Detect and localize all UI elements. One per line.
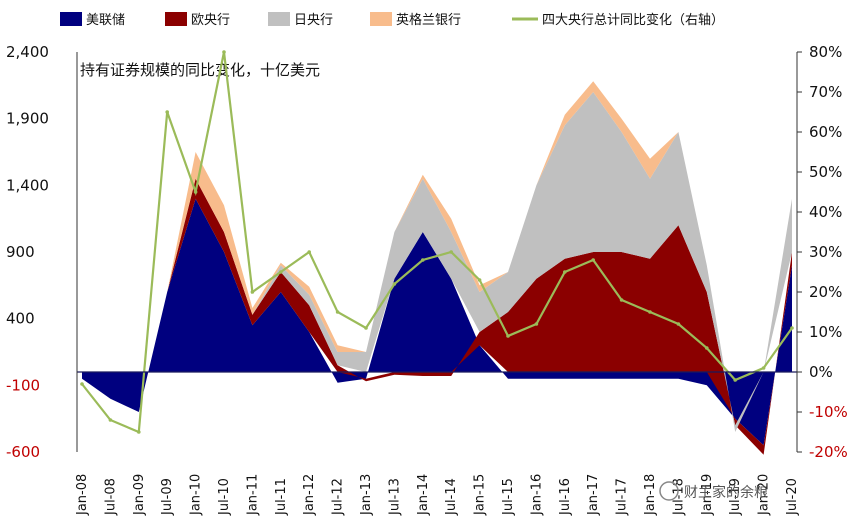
line-point-12 — [421, 258, 425, 262]
x-tick-label-13: Jul-14 — [444, 478, 459, 516]
line-point-0 — [80, 382, 84, 386]
legend-swatch-2 — [268, 12, 290, 26]
right-tick-label-4: 40% — [809, 203, 842, 221]
right-tick-label-5: 30% — [809, 243, 842, 261]
x-tick-label-23: Jul-19 — [728, 478, 743, 516]
right-tick-label-0: 80% — [809, 43, 842, 61]
x-tick-label-21: Jul-18 — [671, 478, 686, 516]
legend-swatch-1 — [165, 12, 187, 26]
left-tick-label-6: -600 — [6, 443, 40, 461]
area-series-2 — [82, 92, 792, 432]
area-series-0 — [82, 198, 792, 446]
x-tick-label-8: Jan-12 — [302, 474, 317, 516]
line-point-25 — [790, 326, 794, 330]
legend-label-2: 日央行 — [294, 13, 333, 28]
line-point-18 — [591, 258, 595, 262]
left-tick-label-4: 400 — [6, 310, 35, 328]
line-point-15 — [506, 334, 510, 338]
line-point-9 — [335, 310, 340, 314]
line-point-21 — [676, 322, 681, 326]
left-axis: 2,400 1,900 1,400 900 400 -100 -600 — [6, 43, 78, 461]
x-tick-label-20: Jan-18 — [643, 474, 658, 516]
line-point-7 — [279, 270, 283, 274]
right-tick-label-10: -20% — [809, 443, 848, 461]
right-tick-label-7: 10% — [809, 323, 842, 341]
line-series-yoy — [81, 51, 793, 434]
x-tick-label-10: Jan-13 — [359, 474, 374, 516]
right-tick-label-2: 60% — [809, 123, 842, 141]
right-tick-label-9: -10% — [809, 403, 848, 421]
x-tick-label-1: Jul-08 — [103, 478, 118, 516]
x-tick-label-9: Jul-12 — [331, 478, 346, 516]
right-tick-label-3: 50% — [809, 163, 842, 181]
legend-label-0: 美联储 — [86, 13, 125, 28]
chart-annotation: 持有证券规模的同比变化，十亿美元 — [80, 61, 320, 79]
x-tick-label-22: Jan-19 — [700, 474, 715, 516]
x-tick-label-0: Jan-08 — [75, 474, 90, 516]
x-tick-label-12: Jan-14 — [416, 474, 431, 516]
right-axis: 80% 70% 60% 50% 40% 30% 20% 10% 0% -10% -20% — [796, 43, 848, 461]
x-tick-label-15: Jul-15 — [501, 478, 516, 516]
line-point-22 — [705, 346, 709, 350]
x-axis: Jan-08 Jul-08 Jan-09 Jul-09 Jan-10 Jul-10 Jan-… — [75, 474, 800, 516]
watermark: 财主家的余粮 — [659, 481, 768, 501]
x-tick-label-7: Jul-11 — [274, 478, 289, 516]
wechat-icon — [659, 481, 679, 501]
legend-label-3: 英格兰银行 — [396, 12, 461, 28]
line-point-6 — [250, 290, 255, 294]
legend-label-4: 四大央行总计同比变化（右轴） — [542, 12, 724, 28]
x-tick-label-16: Jan-16 — [529, 474, 544, 516]
watermark-text: 财主家的余粮 — [684, 484, 768, 501]
x-tick-label-18: Jan-17 — [586, 474, 601, 516]
x-tick-label-6: Jan-11 — [245, 474, 260, 516]
stacked-area-series — [82, 81, 792, 455]
line-point-11 — [392, 282, 397, 286]
left-tick-label-1: 1,900 — [6, 110, 49, 128]
yoy-line-series — [80, 50, 794, 434]
area-series-3 — [82, 81, 792, 373]
right-tick-label-8: 0% — [809, 363, 833, 381]
right-tick-label-1: 70% — [809, 83, 842, 101]
line-point-23 — [733, 378, 737, 382]
line-point-2 — [137, 430, 141, 434]
line-point-20 — [648, 310, 652, 314]
line-point-1 — [108, 418, 113, 422]
line-point-19 — [619, 298, 624, 302]
line-point-10 — [364, 326, 368, 330]
x-tick-label-2: Jan-09 — [132, 474, 147, 516]
left-tick-label-0: 2,400 — [6, 43, 49, 61]
x-tick-label-24: Jan-20 — [757, 474, 772, 516]
legend-swatch-3 — [370, 12, 392, 26]
legend-swatch-0 — [60, 12, 82, 26]
line-point-17 — [563, 270, 567, 274]
x-tick-label-17: Jul-16 — [558, 478, 573, 516]
x-tick-label-19: Jul-17 — [615, 478, 630, 516]
area-series-1 — [82, 178, 792, 455]
x-tick-label-5: Jul-10 — [217, 478, 232, 516]
x-tick-label-14: Jan-15 — [473, 474, 488, 516]
right-tick-label-6: 20% — [809, 283, 842, 301]
line-point-3 — [165, 110, 169, 114]
line-point-14 — [477, 278, 482, 282]
legend-label-1: 欧央行 — [191, 13, 230, 28]
line-point-5 — [222, 50, 226, 54]
x-tick-label-11: Jul-13 — [387, 478, 402, 516]
line-point-8 — [307, 250, 312, 254]
line-point-24 — [761, 366, 766, 370]
legend: 美联储 欧央行 日央行 英格兰银行 四大央行总计同比变化（右轴） — [60, 12, 724, 28]
left-tick-label-2: 1,400 — [6, 176, 49, 194]
left-tick-label-3: 900 — [6, 243, 35, 261]
x-tick-label-25: Jul-20 — [785, 478, 800, 516]
line-point-4 — [193, 190, 198, 194]
x-tick-label-4: Jan-10 — [189, 474, 204, 516]
left-tick-label-5: -100 — [6, 376, 40, 394]
line-point-13 — [449, 250, 454, 254]
x-tick-label-3: Jul-09 — [160, 478, 175, 516]
line-point-16 — [534, 322, 539, 326]
